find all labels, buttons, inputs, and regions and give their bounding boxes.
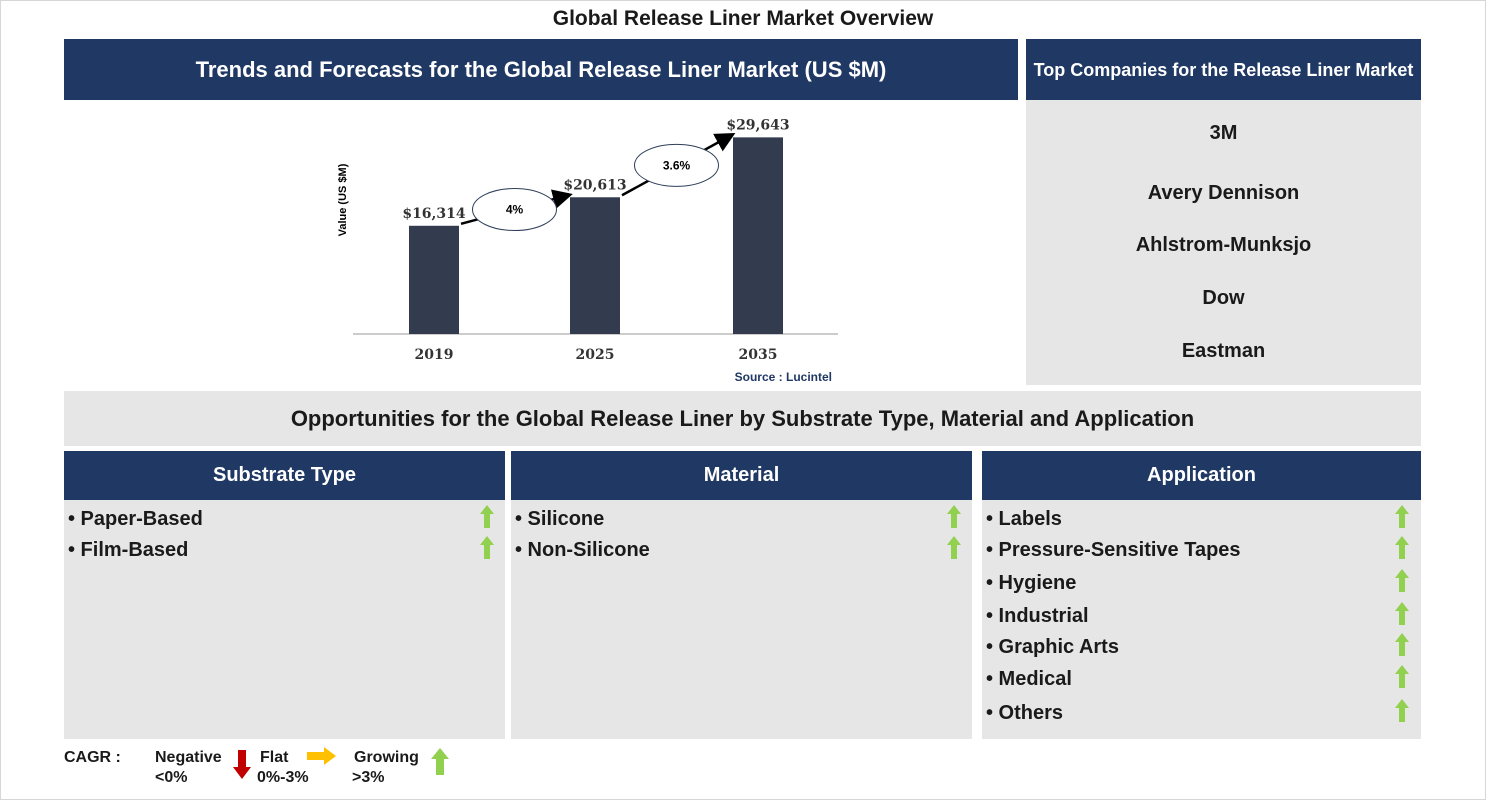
value-label-2025: $20,613 xyxy=(563,177,626,193)
y-axis-label: Value (US $M) xyxy=(337,163,349,236)
value-label-2019: $16,314 xyxy=(402,206,466,222)
growing-arrow-icon xyxy=(1395,536,1409,559)
growing-arrow-icon xyxy=(1395,602,1409,625)
growing-arrow-icon xyxy=(1395,633,1409,656)
segment-item: • Industrial xyxy=(986,605,1089,627)
legend-growing-range: >3% xyxy=(352,769,385,786)
segment-header: Material xyxy=(511,451,972,500)
opportunities-header: Opportunities for the Global Release Lin… xyxy=(64,391,1421,446)
legend-negative: Negative xyxy=(155,749,222,766)
growing-arrow-icon xyxy=(947,536,961,559)
growing-arrow-icon xyxy=(480,536,494,559)
cagr-bubble xyxy=(634,143,719,187)
value-label-2035: $29,643 xyxy=(726,117,789,133)
x-tick-2025: 2025 xyxy=(576,347,615,363)
cagr-bubble xyxy=(472,188,557,232)
growing-arrow-icon xyxy=(1395,569,1409,592)
companies-header: Top Companies for the Release Liner Mark… xyxy=(1026,39,1421,100)
legend-label: CAGR : xyxy=(64,749,121,766)
cagr-label: 4% xyxy=(506,203,524,217)
growing-arrow-icon xyxy=(480,505,494,528)
segment-panel: • Paper-Based • Film-Based xyxy=(64,500,505,739)
growing-arrow-icon xyxy=(1395,505,1409,528)
segment-item: • Medical xyxy=(986,668,1072,690)
up-arrow-icon xyxy=(431,748,449,775)
bar-2025 xyxy=(570,197,620,334)
growing-arrow-icon xyxy=(1395,665,1409,688)
legend-negative-range: <0% xyxy=(155,769,188,786)
segment-panel: • Labels • Pressure-Sensitive Tapes • Hygi… xyxy=(982,500,1421,739)
segment-item: • Paper-Based xyxy=(68,508,203,530)
growing-arrow-icon xyxy=(1395,699,1409,722)
down-arrow-icon xyxy=(233,750,251,779)
x-tick-2035: 2035 xyxy=(739,347,778,363)
company-item: Eastman xyxy=(1181,340,1266,362)
segment-item: • Hygiene xyxy=(986,572,1077,594)
segment-panel: • Silicone • Non-Silicone xyxy=(511,500,972,739)
bar-2019 xyxy=(409,225,459,334)
legend-growing: Growing xyxy=(354,749,419,766)
bar-2035 xyxy=(733,137,783,334)
company-item: 3M xyxy=(1209,122,1238,144)
segment-item: • Non-Silicone xyxy=(515,539,650,561)
segment-item: • Graphic Arts xyxy=(986,636,1119,658)
cagr-label: 3.6% xyxy=(663,158,691,172)
bar-chart: Value (US $M) $16,314 2019 $20,613 2025 $29,… xyxy=(337,117,838,384)
company-item: Ahlstrom-Munksjo xyxy=(1135,234,1312,256)
legend-flat-range: 0%-3% xyxy=(257,769,309,786)
company-item: Avery Dennison xyxy=(1147,182,1300,204)
x-tick-2019: 2019 xyxy=(415,347,454,363)
segment-header: Application xyxy=(982,451,1421,500)
companies-panel: 3M Avery Dennison Ahlstrom-Munksjo Dow Eastm… xyxy=(1026,100,1421,385)
page-title: Global Release Liner Market Overview xyxy=(552,7,934,30)
segment-item: • Pressure-Sensitive Tapes xyxy=(986,539,1241,561)
segment-item: • Others xyxy=(986,702,1064,724)
source-label: Source : Lucintel xyxy=(735,370,832,384)
segment-item: • Silicone xyxy=(515,508,605,530)
right-arrow-icon xyxy=(307,747,336,765)
legend-flat: Flat xyxy=(260,749,289,766)
segment-header: Substrate Type xyxy=(64,451,505,500)
segment-item: • Labels xyxy=(986,508,1062,530)
segment-item: • Film-Based xyxy=(68,539,189,561)
growing-arrow-icon xyxy=(947,505,961,528)
trend-header: Trends and Forecasts for the Global Rele… xyxy=(64,39,1018,100)
company-item: Dow xyxy=(1202,287,1245,309)
